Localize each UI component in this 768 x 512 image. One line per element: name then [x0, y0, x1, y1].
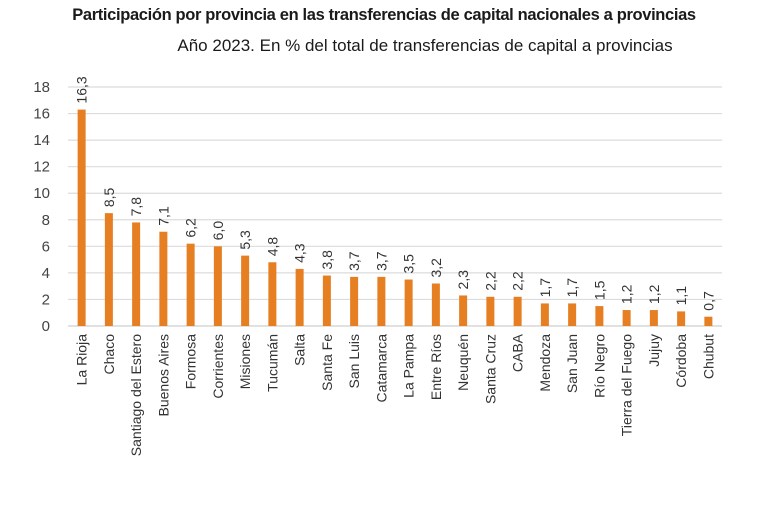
category-label: Santa Cruz [482, 334, 498, 404]
bar [404, 279, 413, 326]
y-tick-label: 10 [33, 185, 50, 202]
category-label: La Rioja [74, 334, 90, 386]
data-label: 1,1 [673, 286, 689, 306]
bar [350, 276, 359, 326]
bar [540, 303, 549, 326]
y-tick-label: 8 [42, 212, 50, 229]
data-label: 7,8 [128, 197, 144, 217]
data-label: 0,7 [700, 291, 716, 311]
category-label: Formosa [183, 334, 199, 389]
data-label: 3,7 [373, 251, 389, 271]
bar [104, 213, 113, 326]
data-label: 2,3 [455, 270, 471, 290]
data-label: 2,2 [482, 271, 498, 291]
chart-title: Participación por provincia en las trans… [72, 6, 696, 24]
category-label: Salta [292, 334, 308, 366]
category-label: San Luis [346, 334, 362, 388]
chart-subtitle: Año 2023. En % del total de transferenci… [177, 36, 673, 55]
bar [159, 231, 168, 326]
data-label: 6,2 [183, 218, 199, 238]
category-label: Jujuy [646, 334, 662, 367]
category-label: Catamarca [373, 334, 389, 403]
data-label: 6,0 [210, 221, 226, 241]
bar [186, 243, 195, 326]
bar [704, 316, 713, 326]
data-label: 1,2 [619, 284, 635, 304]
bar [213, 246, 222, 326]
data-label: 1,7 [537, 278, 553, 298]
bar [568, 303, 577, 326]
y-axis-ticks: 0 2 4 6 8 10 12 14 16 18 [33, 79, 50, 335]
bar [649, 310, 658, 326]
category-label: Buenos Aires [155, 334, 171, 417]
data-label: 4,8 [264, 237, 280, 257]
category-labels: La Rioja Chaco Santiago del Estero Buenos A… [74, 333, 717, 456]
data-label: 1,7 [564, 278, 580, 298]
data-label: 3,8 [319, 250, 335, 270]
bar [622, 310, 631, 326]
category-label: Neuquén [455, 334, 471, 391]
category-label: Chubut [700, 334, 716, 379]
bar [486, 296, 495, 326]
bar [268, 262, 277, 326]
category-label: Santiago del Estero [128, 334, 144, 456]
gridlines [68, 86, 722, 327]
y-tick-label: 6 [42, 238, 50, 255]
bar [132, 222, 141, 326]
y-tick-label: 16 [33, 106, 50, 123]
bar [322, 275, 331, 326]
data-labels: 16,3 8,5 7,8 7,1 6,2 6,0 5,3 4,8 4,3 3,8 3,7 3,7 3,5… [74, 76, 717, 311]
y-tick-label: 18 [33, 79, 50, 96]
category-label: CABA [510, 333, 526, 372]
category-label: Chaco [101, 334, 117, 375]
data-label: 3,7 [346, 251, 362, 271]
bar [513, 296, 522, 326]
bar [595, 306, 604, 326]
data-label: 3,5 [401, 254, 417, 274]
category-label: Entre Ríos [428, 334, 444, 400]
category-label: Misiones [237, 334, 253, 389]
category-label: Corrientes [210, 334, 226, 399]
data-label: 4,3 [292, 243, 308, 263]
data-label: 3,2 [428, 258, 444, 278]
data-label: 16,3 [74, 76, 90, 103]
data-label: 5,3 [237, 230, 253, 250]
y-tick-label: 12 [33, 159, 50, 176]
bars [77, 109, 713, 326]
bar [77, 109, 86, 326]
bar [431, 283, 440, 326]
category-label: Tucumán [264, 334, 280, 392]
y-tick-label: 4 [42, 265, 50, 282]
bar [677, 311, 686, 326]
category-label: Santa Fe [319, 334, 335, 391]
category-label: La Pampa [401, 334, 417, 398]
category-label: San Juan [564, 334, 580, 393]
bar [377, 276, 386, 326]
category-label: Tierra del Fuego [619, 334, 635, 436]
data-label: 7,1 [155, 206, 171, 226]
category-label: Río Negro [591, 334, 607, 398]
data-label: 8,5 [101, 187, 117, 207]
category-label: Córdoba [673, 334, 689, 388]
y-tick-label: 14 [33, 132, 50, 149]
bar [459, 295, 468, 326]
bar [241, 255, 250, 326]
y-tick-label: 2 [42, 291, 50, 308]
y-tick-label: 0 [42, 318, 50, 335]
data-label: 1,2 [646, 284, 662, 304]
bar [295, 268, 304, 326]
category-label: Mendoza [537, 334, 553, 392]
data-label: 1,5 [591, 280, 607, 300]
data-label: 2,2 [510, 271, 526, 291]
